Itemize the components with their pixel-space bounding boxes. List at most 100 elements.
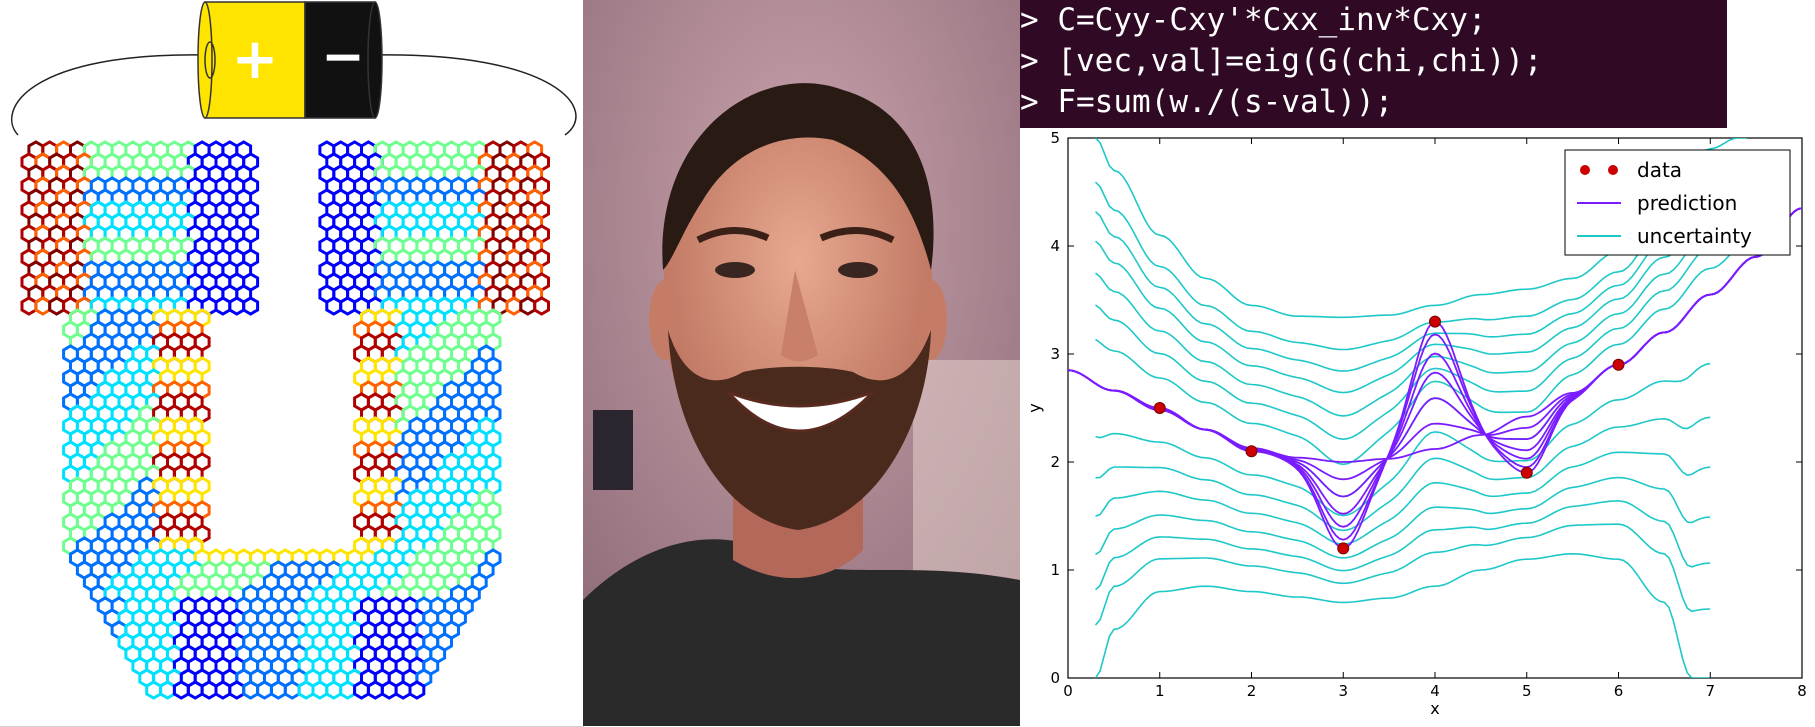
lattice-hexagon: [200, 680, 218, 700]
y-tick-label: 5: [1050, 129, 1060, 147]
left-eye: [715, 262, 755, 278]
battery-negative-cap: [367, 1, 383, 119]
y-tick-label: 0: [1050, 669, 1060, 687]
right-eyebrow: [819, 226, 895, 244]
legend-label: uncertainty: [1637, 224, 1752, 248]
axes-group: 0 1 2 3 4 5 6 7 8 0 1 2 3 4 5 x y: [1025, 129, 1807, 718]
battery-terminal: [204, 41, 216, 79]
prompt-symbol: >: [1020, 2, 1039, 38]
uncertainty-lower-curve: [1094, 552, 1711, 678]
graphene-u-figure: + −: [10, 1, 577, 700]
lattice-hexagon: [228, 680, 246, 700]
y-tick-label: 1: [1050, 561, 1060, 579]
lattice-hexagon: [353, 680, 370, 700]
uncertainty-lower-curve: [1094, 523, 1711, 626]
lattice-hexagon: [242, 296, 260, 316]
lattice-hexagon: [20, 296, 38, 316]
lattice-hexagon: [145, 680, 163, 700]
right-eye: [838, 262, 878, 278]
lattice-hexagon: [380, 680, 398, 700]
uncertainty-lower-curve: [1095, 451, 1711, 546]
battery-negative-body: [304, 1, 376, 119]
lattice-hexagon: [242, 680, 260, 700]
battery-plus-sign: +: [232, 27, 279, 92]
left-ear: [649, 280, 681, 360]
x-tick-label: 7: [1705, 682, 1715, 700]
data-point: [1337, 542, 1350, 555]
x-tick-label: 8: [1797, 682, 1807, 700]
uncertainty-upper-curve: [1094, 173, 1748, 372]
portrait-photo: [583, 0, 1020, 726]
lattice-hexagon: [159, 680, 176, 700]
y-tick-label: 2: [1050, 453, 1060, 471]
lattice-hexagon: [297, 680, 315, 700]
x-tick-label: 5: [1522, 682, 1532, 700]
lattice-hexagon: [172, 680, 190, 700]
legend: data prediction uncertainty: [1564, 149, 1791, 256]
prompt-symbol: >: [1020, 43, 1039, 79]
y-tick-label: 3: [1050, 345, 1060, 363]
wire-right: [374, 54, 577, 136]
lattice-hexagon: [186, 680, 204, 700]
legend-marker: [1580, 165, 1590, 175]
wire-left: [10, 54, 206, 136]
lattice-hexagon: [505, 296, 523, 316]
uncertainty-lower-curve: [1094, 500, 1711, 591]
code-line-2: > [vec,val]=eig(G(chi,chi));: [1020, 43, 1543, 79]
battery-minus-sign: −: [321, 27, 365, 87]
data-point: [1245, 445, 1258, 458]
lattice-hexagon: [228, 296, 246, 316]
shelf-object: [593, 410, 633, 490]
lattice-hexagon: [519, 296, 537, 316]
uncertainty-upper-curve: [1094, 188, 1748, 394]
nose: [781, 270, 818, 362]
lattice-hexagon: [325, 296, 343, 316]
lattice-hexagon: [339, 680, 357, 700]
x-tick-label: 6: [1614, 682, 1624, 700]
lattice-hexagon: [408, 680, 426, 700]
x-tick-label: 0: [1063, 682, 1073, 700]
x-tick-label: 2: [1247, 682, 1257, 700]
lattice-hexagon: [48, 296, 66, 316]
code-text: F=sum(w./(s-val));: [1038, 84, 1394, 120]
legend-label: prediction: [1637, 191, 1737, 215]
legend-marker: [1608, 165, 1618, 175]
data-point: [1153, 402, 1166, 414]
lattice-hexagon: [394, 680, 412, 700]
data-point: [1520, 466, 1533, 479]
lattice-hexagon: [339, 296, 357, 316]
battery-positive-body: [204, 1, 306, 119]
code-line-3: > F=sum(w./(s-val));: [1020, 84, 1393, 120]
uncertainty-lower-curve: [1095, 416, 1711, 532]
code-line-1: > C=Cyy-Cxy'*Cxx_inv*Cxy;: [1020, 2, 1487, 38]
lattice-hexagon: [34, 296, 52, 316]
x-axis-label: x: [1430, 699, 1439, 718]
lattice-hexagon: [269, 680, 287, 700]
uncertainty-upper-curve: [1095, 237, 1748, 466]
gp-plot-panel: 0 1 2 3 4 5 6 7 8 0 1 2 3 4 5 x y data prediction uncertai…: [1020, 128, 1815, 726]
code-text: [vec,val]=eig(G(chi,chi));: [1038, 43, 1543, 79]
lattice-hexagon: [214, 296, 232, 316]
x-tick-label: 4: [1430, 682, 1440, 700]
left-eyebrow: [696, 226, 770, 244]
code-terminal: > C=Cyy-Cxy'*Cxx_inv*Cxy; > [vec,val]=ei…: [1020, 0, 1727, 128]
code-text: C=Cyy-Cxy'*Cxx_inv*Cxy;: [1038, 2, 1487, 38]
lattice-hexagon: [311, 680, 329, 700]
battery-icon: + −: [197, 1, 383, 119]
gp-regression-chart: 0 1 2 3 4 5 6 7 8 0 1 2 3 4 5 x y data prediction uncertai…: [1025, 129, 1807, 718]
uncertainty-lower-curve: [1095, 476, 1711, 559]
lattice-hexagon: [366, 680, 384, 700]
graphene-u-panel: + −: [0, 0, 584, 727]
y-axis-label: y: [1025, 403, 1044, 412]
lattice-hexagon: [533, 296, 550, 316]
graphene-lattice: [20, 140, 550, 700]
uncertainty-upper-curve: [1094, 204, 1748, 417]
x-tick-label: 1: [1155, 682, 1165, 700]
data-point: [1612, 358, 1625, 371]
smile: [726, 390, 875, 433]
shirt: [583, 539, 1020, 726]
hair: [662, 83, 934, 270]
lattice-hexagon: [256, 680, 273, 700]
y-tick-label: 4: [1050, 237, 1060, 255]
right-ear: [915, 280, 947, 360]
